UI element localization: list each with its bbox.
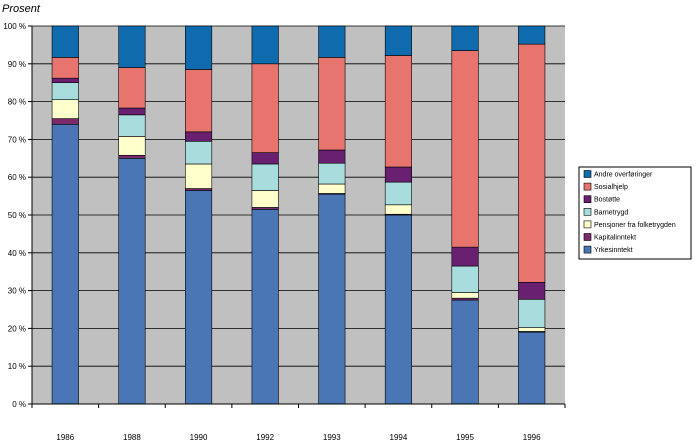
legend-swatch-barnetrygd <box>583 208 592 216</box>
y-tick-label-50: 50 % <box>8 211 26 220</box>
bar-1986-pensjoner-fra-folketrygden <box>51 99 79 119</box>
bar-1994-andre-overf-ringer <box>384 25 412 56</box>
bar-1986-yrkesinntekt <box>51 123 79 405</box>
bars-group <box>51 25 546 405</box>
bar-1988-kapitalinntekt <box>118 154 146 159</box>
y-ticks: 0 % 10 % 20 % 30 % 40 % 50 % 60 % 70 % 80 % 90 % 1… <box>3 22 32 409</box>
bar-1994-bost-tte <box>384 166 412 183</box>
x-tick-label-1995: 1995 <box>456 433 474 441</box>
x-tick-label-1994: 1994 <box>390 433 408 441</box>
bar-1996-pensjoner-fra-folketrygden <box>518 327 546 332</box>
bar-1986-andre-overf-ringer <box>51 25 79 58</box>
y-tick-label-60: 60 % <box>8 173 26 182</box>
bar-1990-pensjoner-fra-folketrygden <box>185 163 213 189</box>
bar-1988-barnetrygd <box>118 114 146 137</box>
x-tick-label-1992: 1992 <box>256 433 274 441</box>
bar-1990-sosialhjelp <box>185 69 213 133</box>
bar-1996-sosialhjelp <box>518 43 546 283</box>
bar-1993-bost-tte <box>318 149 346 164</box>
bar-1993-yrkesinntekt <box>318 193 346 405</box>
bar-1990-barnetrygd <box>185 140 213 165</box>
y-tick-label-70: 70 % <box>8 135 26 144</box>
x-tick-label-1990: 1990 <box>190 433 208 441</box>
x-tick-label-1993: 1993 <box>323 433 341 441</box>
bar-1995-andre-overf-ringer <box>451 25 479 51</box>
bar-1990-bost-tte <box>185 131 213 142</box>
y-tick-label-0: 0 % <box>12 400 26 409</box>
bar-1988-pensjoner-fra-folketrygden <box>118 136 146 156</box>
bar-1995-yrkesinntekt <box>451 299 479 405</box>
legend-swatch-bost-tte <box>583 195 592 203</box>
bar-1990-andre-overf-ringer <box>185 25 213 70</box>
legend-swatch-yrkesinntekt <box>583 245 592 254</box>
bar-1993-barnetrygd <box>318 162 346 185</box>
bar-1990-yrkesinntekt <box>185 190 213 405</box>
y-tick-label-40: 40 % <box>8 249 26 258</box>
bar-1993-sosialhjelp <box>318 57 346 151</box>
bar-1994-barnetrygd <box>384 181 412 206</box>
legend-label-andre-overf-ringer: Andre overføringer <box>594 172 653 179</box>
y-tick-label-10: 10 % <box>8 362 26 371</box>
bar-1992-sosialhjelp <box>251 63 279 153</box>
y-tick-label-100: 100 % <box>3 22 26 31</box>
legend-label-barnetrygd: Barnetrygd <box>594 209 628 216</box>
bar-1986-sosialhjelp <box>51 57 79 79</box>
bar-1992-bost-tte <box>251 152 279 165</box>
bar-1993-pensjoner-fra-folketrygden <box>318 183 346 194</box>
legend-label-sosialhjelp: Sosialhjelp <box>594 184 628 191</box>
bar-1996-bost-tte <box>518 281 546 300</box>
legend-swatch-kapitalinntekt <box>583 233 592 241</box>
y-tick-label-20: 20 % <box>8 324 26 333</box>
bar-1996-andre-overf-ringer <box>518 25 546 45</box>
legend-swatch-pensjoner-fra-folketrygden <box>583 220 592 229</box>
legend-label-bost-tte: Bostøtte <box>594 197 620 204</box>
bar-1995-barnetrygd <box>451 265 479 293</box>
bar-1986-kapitalinntekt <box>51 118 79 125</box>
x-tick-label-1996: 1996 <box>523 433 541 441</box>
y-tick-label-30: 30 % <box>8 287 26 296</box>
bar-1996-yrkesinntekt <box>518 331 546 405</box>
bar-1995-pensjoner-fra-folketrygden <box>451 292 479 299</box>
y-axis-label: Prosent <box>2 3 41 15</box>
bar-1988-yrkesinntekt <box>118 158 146 405</box>
bar-1995-sosialhjelp <box>451 50 479 248</box>
legend-label-pensjoner-fra-folketrygden: Pensjoner fra folketrygden <box>594 222 676 229</box>
bar-1995-bost-tte <box>451 246 479 267</box>
bar-1988-bost-tte <box>118 107 146 116</box>
legend-swatch-andre-overf-ringer <box>583 170 592 178</box>
bar-1996-barnetrygd <box>518 298 546 328</box>
bar-1994-pensjoner-fra-folketrygden <box>384 204 412 215</box>
bar-1986-bost-tte <box>51 77 79 84</box>
bar-1992-andre-overf-ringer <box>251 25 279 65</box>
bar-1988-sosialhjelp <box>118 67 146 109</box>
legend-swatch-sosialhjelp <box>583 182 592 191</box>
legend-box <box>578 166 692 260</box>
bar-1992-barnetrygd <box>251 163 279 191</box>
bar-1988-andre-overf-ringer <box>118 25 146 68</box>
legend-label-yrkesinntekt: Yrkesinntekt <box>594 247 633 254</box>
y-tick-label-80: 80 % <box>8 98 26 107</box>
bar-1992-pensjoner-fra-folketrygden <box>251 190 279 208</box>
bar-1994-yrkesinntekt <box>384 214 412 405</box>
legend: Andre overføringer Sosialhjelp Bostøtte Bar… <box>578 166 692 260</box>
bar-1992-yrkesinntekt <box>251 209 279 405</box>
x-tick-label-1986: 1986 <box>56 433 74 441</box>
bar-1986-barnetrygd <box>51 82 79 101</box>
x-tick-label-1988: 1988 <box>123 433 141 441</box>
bar-1993-andre-overf-ringer <box>318 25 346 58</box>
y-tick-label-90: 90 % <box>8 60 26 69</box>
bar-1994-sosialhjelp <box>384 55 412 168</box>
x-ticks: 1986 1988 1990 1992 1993 1994 1995 1996 <box>31 404 566 441</box>
legend-label-kapitalinntekt: Kapitalinntekt <box>594 235 636 242</box>
